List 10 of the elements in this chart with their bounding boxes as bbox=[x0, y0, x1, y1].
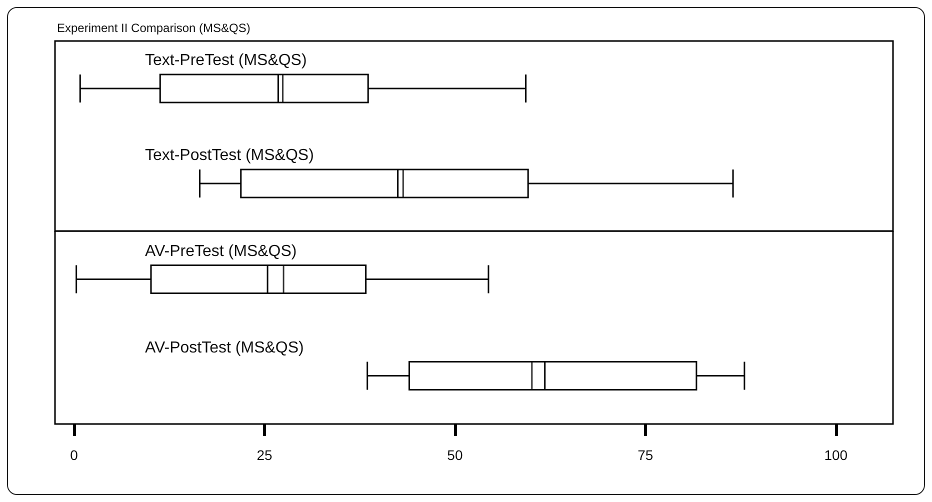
y-tick-label: Text-PreTest (MS&QS) bbox=[145, 52, 307, 69]
y-tick-label: AV-PostTest (MS&QS) bbox=[145, 339, 304, 356]
chart-title: Experiment II Comparison (MS&QS) bbox=[57, 21, 250, 35]
x-tick-label: 25 bbox=[256, 447, 272, 463]
y-tick-label: AV-PreTest (MS&QS) bbox=[145, 242, 297, 260]
x-tick-label: 0 bbox=[70, 447, 78, 463]
x-tick-label: 75 bbox=[638, 447, 654, 463]
y-tick-label: Text-PostTest (MS&QS) bbox=[145, 147, 314, 164]
x-tick-label: 100 bbox=[824, 447, 848, 463]
x-tick-label: 50 bbox=[447, 447, 463, 463]
